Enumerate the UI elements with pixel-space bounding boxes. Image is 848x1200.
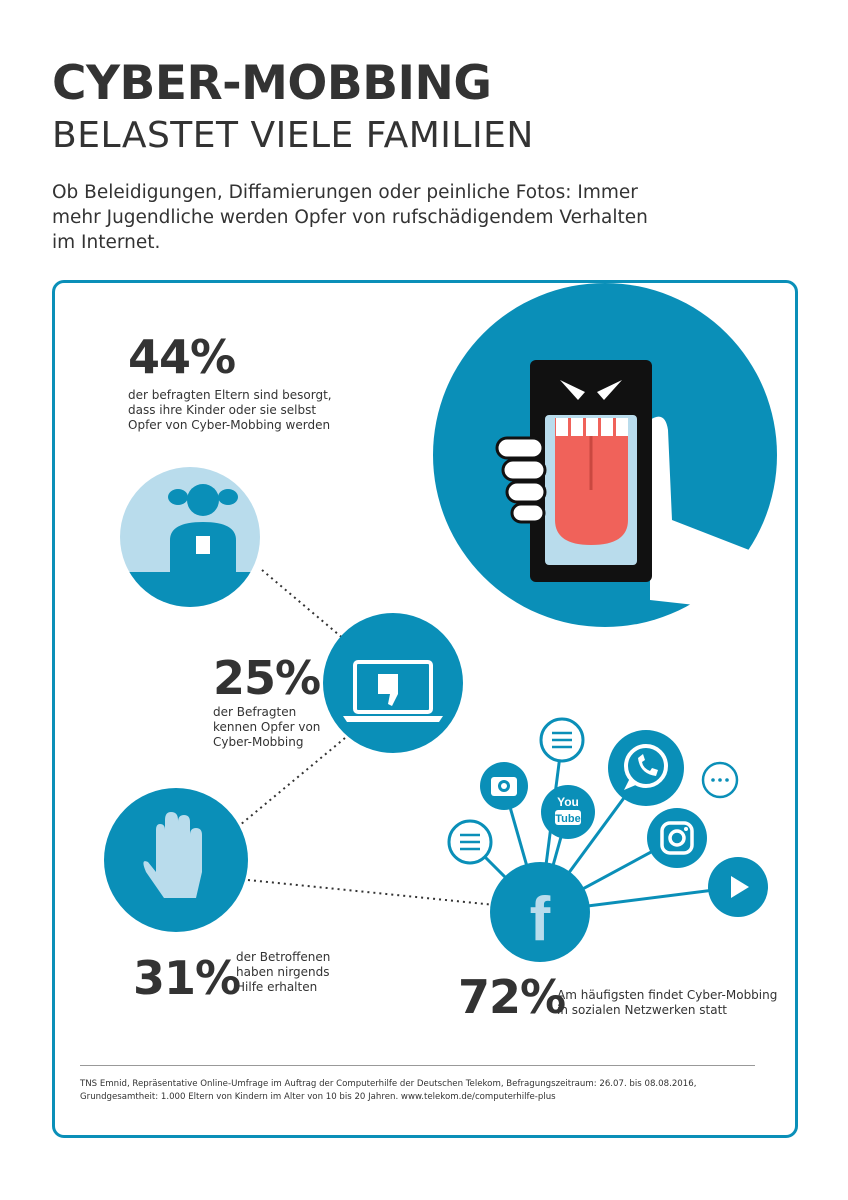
dotted-connectors [239, 569, 496, 906]
stat-31-value: 31% [133, 951, 241, 1005]
stat-44-text: der befragten Eltern sind besorgt, dass … [128, 388, 332, 432]
play-icon [708, 857, 768, 917]
svg-text:f: f [530, 885, 551, 954]
intro-text: Ob Beleidigungen, Diffamierungen oder pe… [52, 182, 648, 253]
svg-text:You: You [557, 795, 579, 809]
chat-bubble-icon [539, 717, 585, 763]
page-title: CYBER-MOBBING [52, 56, 492, 111]
youtube-icon: You Tube [541, 785, 595, 839]
phone-monster-illustration [433, 283, 777, 627]
camera-icon [480, 762, 528, 810]
whatsapp-icon [608, 730, 684, 806]
stat-25-text: der Befragten kennen Opfer von Cyber-Mob… [213, 705, 321, 749]
svg-text:Tube: Tube [555, 813, 580, 825]
raised-hand-icon [104, 788, 248, 932]
source-footnote: TNS Emnid, Repräsentative Online-Umfrage… [80, 1079, 697, 1102]
stat-44-value: 44% [128, 330, 236, 384]
facebook-icon: f [490, 862, 590, 962]
message-dots-icon [701, 761, 739, 799]
instagram-icon [647, 808, 707, 868]
laptop-thumbs-down-icon [323, 613, 463, 753]
stat-72-text: Am häufigsten findet Cyber-Mobbing in so… [557, 988, 778, 1017]
chat-bubble-icon [447, 819, 493, 865]
stat-72-value: 72% [458, 970, 566, 1024]
stat-25-value: 25% [213, 651, 321, 705]
infographic-card [52, 280, 798, 1138]
stat-31-text: der Betroffenen haben nirgends Hilfe erh… [236, 950, 331, 994]
page-subtitle: BELASTET VIELE FAMILIEN [52, 115, 534, 156]
footer-divider [80, 1065, 755, 1066]
child-reading-icon [120, 467, 260, 607]
